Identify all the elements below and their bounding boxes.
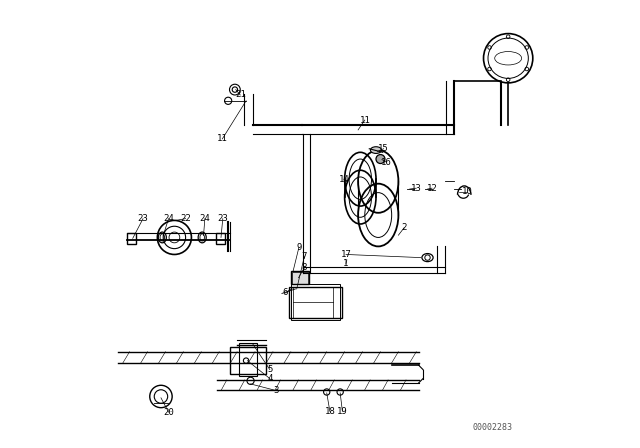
Text: 13: 13 bbox=[411, 184, 422, 193]
Bar bbox=[291, 284, 340, 320]
Bar bbox=[230, 347, 266, 374]
Text: 23: 23 bbox=[138, 214, 148, 223]
Ellipse shape bbox=[371, 147, 381, 153]
Text: 12: 12 bbox=[427, 184, 437, 193]
Circle shape bbox=[376, 155, 385, 164]
Text: 19: 19 bbox=[337, 407, 348, 416]
Text: 5: 5 bbox=[267, 365, 273, 374]
Bar bbox=[216, 233, 225, 244]
Text: 1: 1 bbox=[343, 259, 349, 268]
Text: 2: 2 bbox=[401, 223, 407, 232]
Text: 11: 11 bbox=[360, 116, 370, 125]
Text: 23: 23 bbox=[218, 214, 228, 223]
Text: 24: 24 bbox=[163, 214, 174, 223]
Text: 21: 21 bbox=[235, 90, 246, 99]
Text: 24: 24 bbox=[200, 214, 210, 223]
Text: 7: 7 bbox=[301, 252, 307, 261]
Text: 3: 3 bbox=[274, 386, 279, 395]
Text: 14: 14 bbox=[339, 175, 349, 184]
Text: 00002283: 00002283 bbox=[473, 423, 513, 432]
Bar bbox=[291, 271, 309, 284]
Bar bbox=[127, 233, 136, 244]
Text: 22: 22 bbox=[180, 214, 191, 223]
Text: 4: 4 bbox=[267, 374, 273, 383]
Bar bbox=[289, 287, 342, 318]
Text: 16: 16 bbox=[381, 158, 392, 167]
Text: 6: 6 bbox=[283, 289, 288, 297]
Text: 17: 17 bbox=[340, 250, 351, 259]
Text: 8: 8 bbox=[301, 263, 307, 272]
Text: 20: 20 bbox=[163, 408, 174, 417]
Text: 11: 11 bbox=[217, 134, 228, 143]
Bar bbox=[239, 343, 257, 376]
Bar bbox=[292, 272, 308, 284]
Text: 10: 10 bbox=[461, 187, 472, 196]
Text: 9: 9 bbox=[296, 243, 301, 252]
Text: 18: 18 bbox=[324, 407, 335, 416]
Text: 15: 15 bbox=[378, 144, 389, 153]
